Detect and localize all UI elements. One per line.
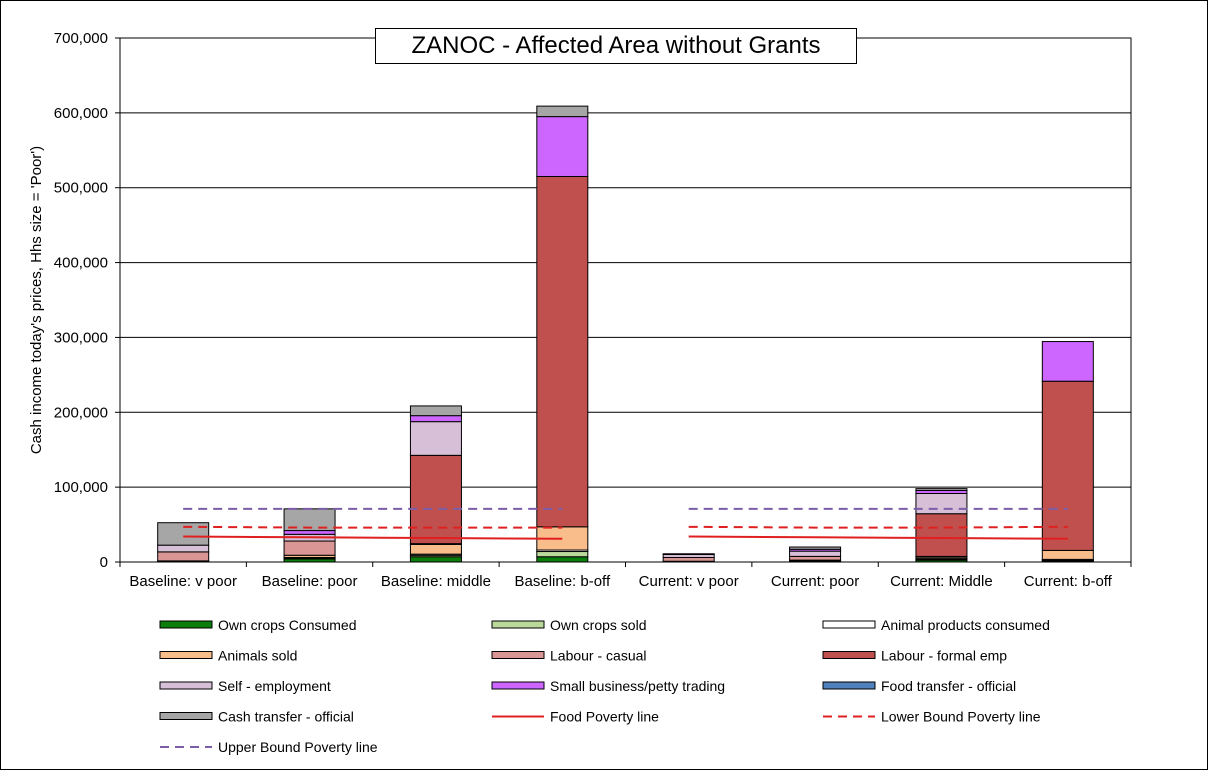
legend-label: Own crops sold xyxy=(550,617,646,633)
bar-segment xyxy=(915,493,968,515)
y-axis-label: Cash income today's prices, Hhs size = '… xyxy=(28,146,45,454)
poverty-lines xyxy=(183,507,1068,540)
y-tick-labels: 0 100,000 200,000 300,000 400,000 500,000 600,… xyxy=(54,30,108,571)
axes xyxy=(119,37,1132,567)
plot-area-border xyxy=(119,37,1132,563)
y-tick-label: 200,000 xyxy=(54,404,108,421)
x-category-label: Baseline: v poor xyxy=(129,573,237,590)
legend-swatch xyxy=(822,681,876,690)
x-category-label: Current: b-off xyxy=(1024,573,1113,590)
bar-segment xyxy=(283,540,336,556)
bar-segment xyxy=(536,551,589,558)
x-category-label: Current: Middle xyxy=(890,573,993,590)
bar-segment xyxy=(1041,549,1094,560)
bar-segment xyxy=(157,551,210,562)
bar-segment xyxy=(409,543,462,555)
legend-label: Food Poverty line xyxy=(550,709,659,725)
y-tick-label: 600,000 xyxy=(54,105,108,122)
bar-segment xyxy=(536,556,589,563)
poverty-line xyxy=(183,535,563,540)
legend: Own crops Consumed Own crops sold Animal p… xyxy=(159,617,1050,755)
y-tick-label: 100,000 xyxy=(54,479,108,496)
legend-label: Labour - casual xyxy=(550,648,647,664)
x-category-label: Baseline: middle xyxy=(381,573,491,590)
legend-label: Cash transfer - official xyxy=(218,709,354,725)
bar-segment xyxy=(409,421,462,456)
bar-segment xyxy=(662,553,715,556)
x-category-label: Baseline: b-off xyxy=(515,573,611,590)
poverty-line xyxy=(183,525,563,529)
y-tick-label: 400,000 xyxy=(54,255,108,272)
legend-label: Self - employment xyxy=(218,678,331,694)
bar-segment xyxy=(789,555,842,561)
chart-title: ZANOC - Affected Area without Grants xyxy=(411,32,821,59)
legend-swatch xyxy=(159,681,213,690)
x-category-label: Baseline: poor xyxy=(262,573,358,590)
x-category-label: Current: poor xyxy=(771,573,859,590)
legend-label: Small business/petty trading xyxy=(550,678,725,694)
legend-swatch xyxy=(491,681,545,690)
legend-swatch xyxy=(491,620,545,629)
bar-segment xyxy=(283,530,336,535)
legend-label: Animal products consumed xyxy=(881,617,1050,633)
legend-label: Labour - formal emp xyxy=(881,648,1007,664)
legend-swatch xyxy=(822,651,876,659)
bar-segment xyxy=(1041,380,1094,551)
bar-segment xyxy=(1041,341,1094,382)
bar-segment xyxy=(157,544,210,553)
legend-swatch xyxy=(159,712,213,720)
legend-swatch xyxy=(159,620,213,629)
legend-label: Lower Bound Poverty line xyxy=(881,709,1041,725)
bar-segment xyxy=(536,116,589,177)
bar-segment xyxy=(409,556,462,563)
x-category-label: Current: v poor xyxy=(639,573,739,590)
y-tick-label: 700,000 xyxy=(54,30,108,47)
bar-segment xyxy=(789,546,842,550)
bar-segment xyxy=(662,557,715,562)
bar-segment xyxy=(157,522,210,546)
bar-segment xyxy=(536,105,589,118)
poverty-line xyxy=(688,525,1068,529)
x-category-labels: Baseline: v poor Baseline: poor Baseline: … xyxy=(129,573,1112,590)
bar-segment xyxy=(409,415,462,423)
bar-segment xyxy=(915,488,968,492)
y-tick-label: 300,000 xyxy=(54,329,108,346)
chart-title-box: ZANOC - Affected Area without Grants xyxy=(375,28,857,64)
legend-label: Food transfer - official xyxy=(881,678,1016,694)
legend-label: Own crops Consumed xyxy=(218,617,357,633)
bar-segment xyxy=(915,513,968,557)
legend-label: Upper Bound Poverty line xyxy=(218,739,378,755)
bar-segment xyxy=(536,175,589,528)
bar-segment xyxy=(409,454,462,545)
legend-swatch xyxy=(159,651,213,659)
y-tick-label: 500,000 xyxy=(54,180,108,197)
bar-segment xyxy=(789,550,842,557)
legend-swatch xyxy=(822,620,876,629)
bars xyxy=(157,105,1094,563)
poverty-line xyxy=(688,535,1068,540)
y-tick-label: 0 xyxy=(100,554,108,571)
gridlines xyxy=(115,37,1131,563)
legend-label: Animals sold xyxy=(218,648,297,664)
legend-swatch xyxy=(491,651,545,659)
bar-segment xyxy=(409,405,462,417)
